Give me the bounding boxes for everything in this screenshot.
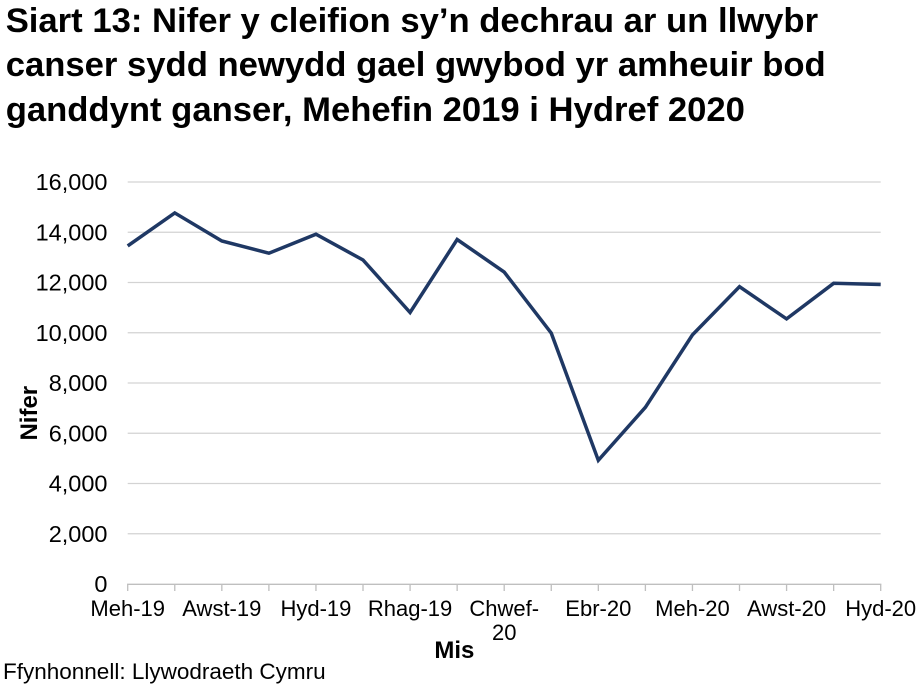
svg-text:14,000: 14,000 — [36, 219, 108, 245]
svg-text:Rhag-19: Rhag-19 — [368, 596, 452, 621]
svg-text:Meh-20: Meh-20 — [655, 596, 730, 621]
svg-text:Ebr-20: Ebr-20 — [565, 596, 631, 621]
svg-text:Chwef-: Chwef- — [469, 596, 539, 621]
svg-text:0: 0 — [94, 571, 107, 597]
svg-text:Awst-19: Awst-19 — [182, 596, 261, 621]
svg-text:8,000: 8,000 — [49, 370, 108, 396]
svg-text:Meh-19: Meh-19 — [90, 596, 165, 621]
svg-text:Awst-20: Awst-20 — [747, 596, 826, 621]
svg-text:2,000: 2,000 — [49, 521, 108, 547]
svg-text:20: 20 — [492, 620, 516, 645]
svg-text:16,000: 16,000 — [36, 169, 108, 195]
svg-text:Hyd-19: Hyd-19 — [280, 596, 351, 621]
svg-text:12,000: 12,000 — [36, 270, 108, 296]
svg-text:Mis: Mis — [434, 637, 474, 664]
svg-text:6,000: 6,000 — [49, 420, 108, 446]
svg-text:10,000: 10,000 — [36, 320, 108, 346]
svg-text:Ffynhonnell: Llywodraeth Cymru: Ffynhonnell: Llywodraeth Cymru — [3, 659, 326, 684]
svg-text:4,000: 4,000 — [49, 471, 108, 497]
svg-text:Nifer: Nifer — [16, 386, 43, 441]
svg-text:Hyd-20: Hyd-20 — [845, 596, 916, 621]
